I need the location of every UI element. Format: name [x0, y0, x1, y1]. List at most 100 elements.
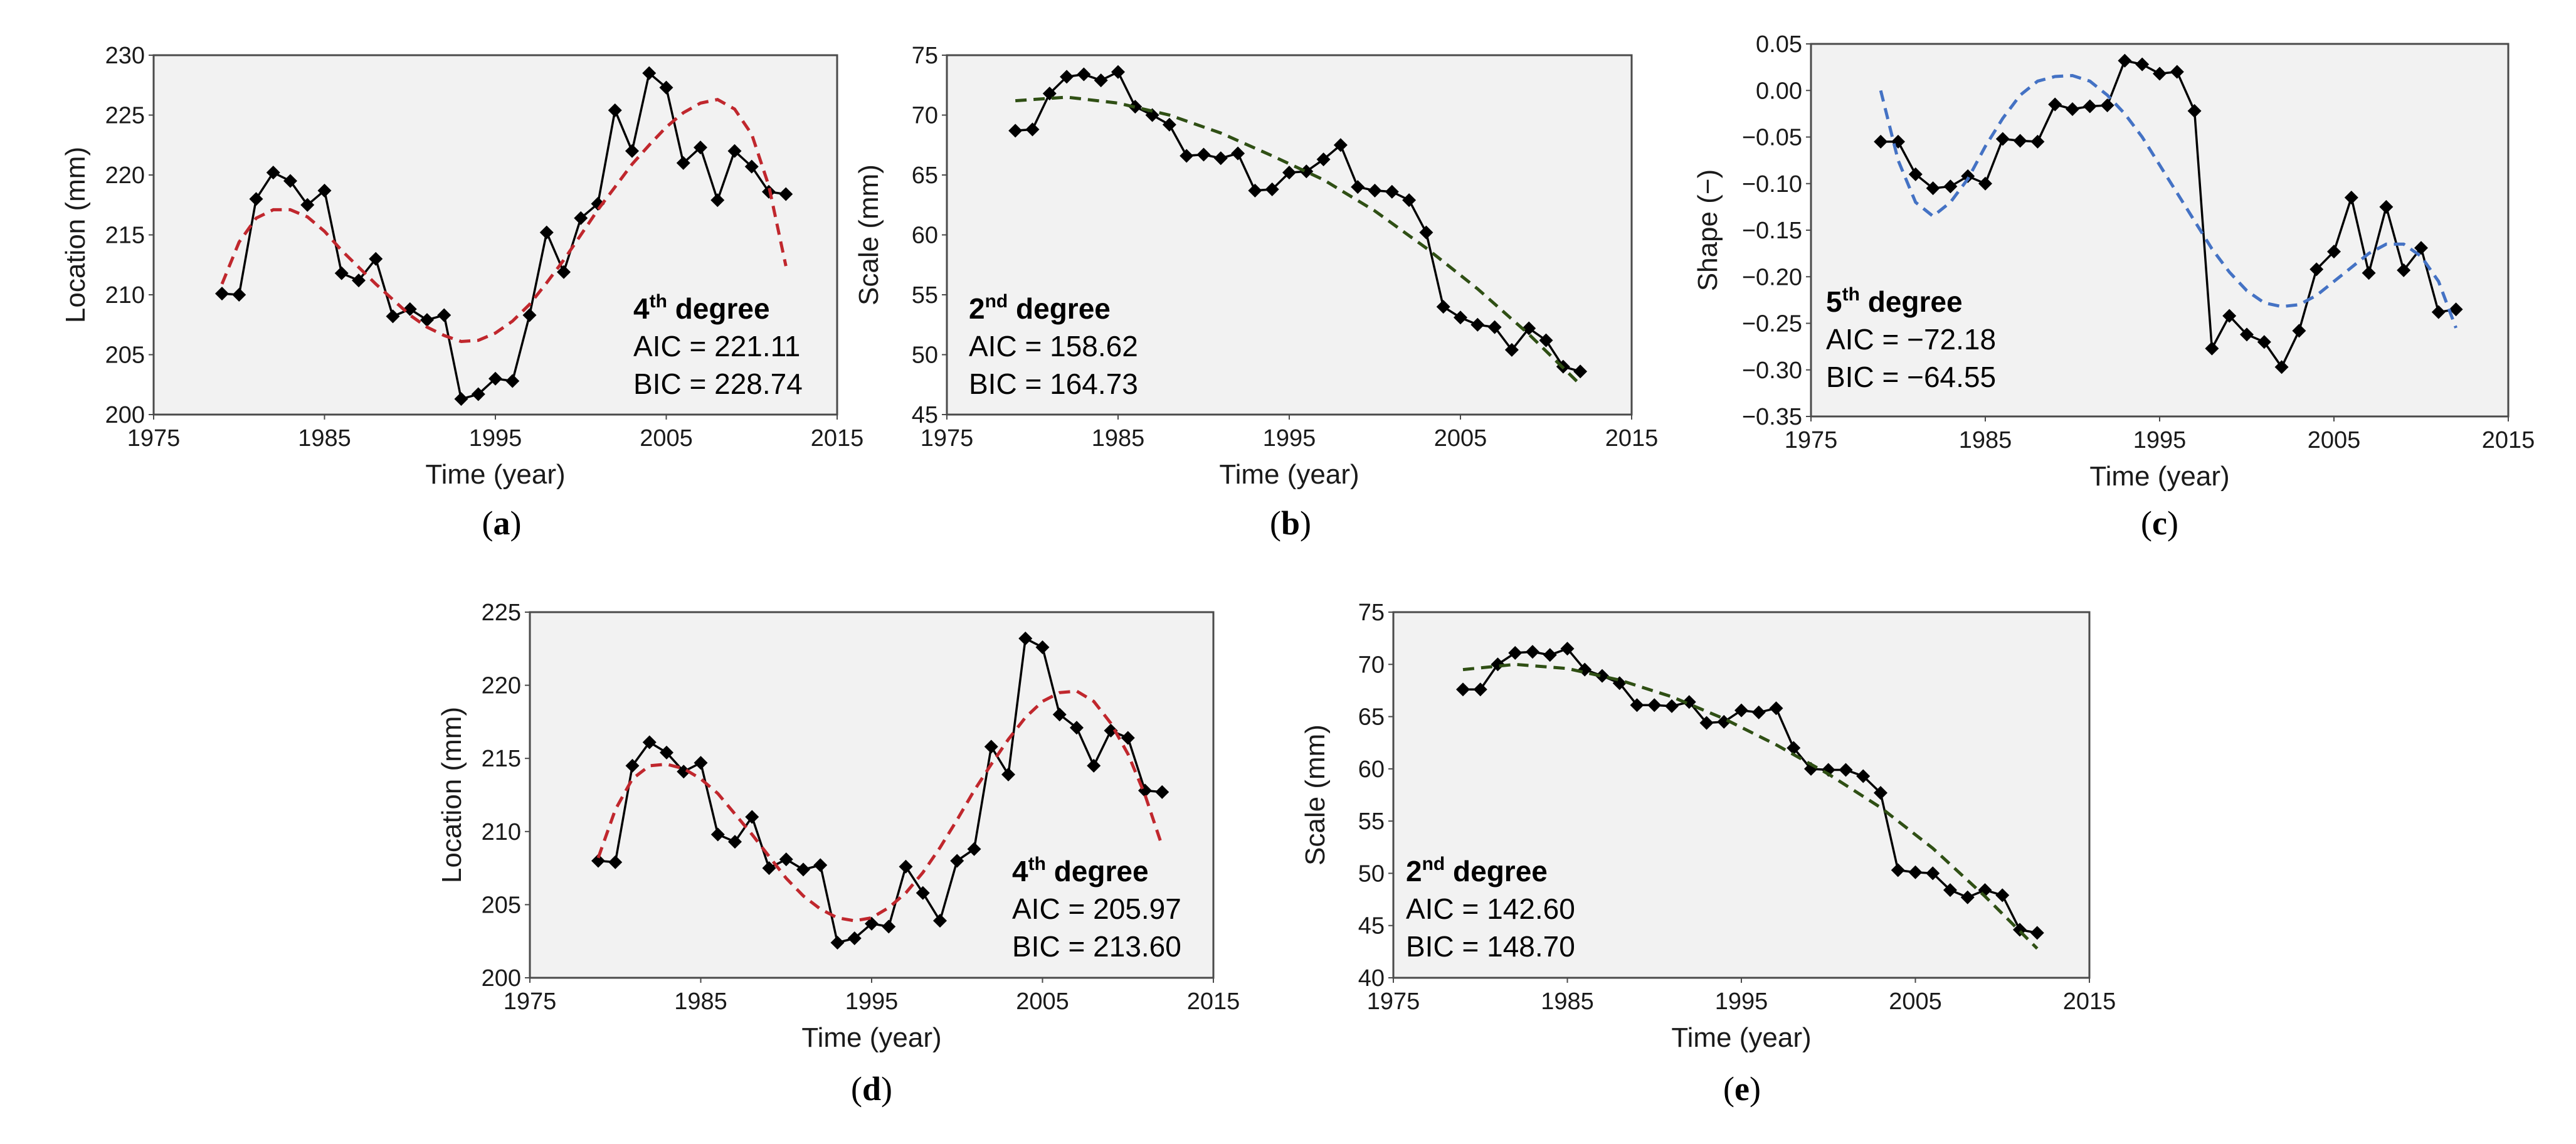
y-tick-label: 75 [1358, 600, 1385, 626]
data-point [1665, 699, 1679, 713]
data-point [2431, 305, 2446, 319]
aic-annotation: AIC = 158.62 [969, 330, 1138, 363]
y-tick-label: 220 [105, 162, 145, 189]
chart-panel-d: 200 205 210 215 220 225 1975 1985 1995 2005 2015 Ti… [436, 600, 1240, 1108]
data-point [232, 288, 246, 302]
data-point [1473, 682, 1487, 697]
data-point [710, 193, 725, 208]
data-point [1522, 321, 1536, 336]
x-axis-title: Time (year) [801, 1022, 941, 1053]
data-point [2274, 360, 2289, 374]
data-point [847, 931, 862, 946]
data-point [762, 861, 776, 876]
data-point [1385, 184, 1399, 199]
data-point [2030, 134, 2045, 149]
x-tick-label: 2005 [2308, 427, 2361, 453]
data-point [1908, 865, 1923, 879]
x-tick-label: 2015 [811, 425, 864, 452]
y-tick-label: 225 [105, 103, 145, 129]
data-point [1018, 631, 1033, 645]
data-point [967, 842, 981, 856]
data-point [950, 854, 964, 868]
data-point [1487, 320, 1502, 334]
bic-annotation: BIC = 164.73 [969, 368, 1138, 400]
data-point [660, 745, 673, 760]
data-point [1351, 180, 1365, 194]
data-point [677, 765, 691, 779]
data-point [1419, 225, 1433, 240]
data-point [1526, 645, 1539, 659]
data-point [642, 735, 657, 749]
x-tick-label: 1975 [1785, 427, 1838, 453]
data-point [608, 103, 622, 117]
data-point [882, 919, 896, 934]
data-point [694, 140, 707, 155]
data-point [1402, 193, 1417, 208]
data-point [1961, 169, 1975, 183]
data-point [2379, 199, 2394, 214]
y-tick-label: 220 [482, 673, 521, 699]
y-tick-label: 45 [912, 402, 938, 428]
data-point [2135, 57, 2150, 72]
degree-suffix: th [1028, 854, 1046, 874]
data-point [1265, 182, 1279, 196]
data-point [1647, 698, 1662, 712]
data-point [317, 183, 332, 198]
x-tick-label: 1985 [298, 425, 351, 452]
y-tick-label: 65 [1358, 704, 1385, 731]
data-point [1121, 731, 1135, 745]
data-point [454, 392, 468, 406]
data-point [1196, 147, 1211, 162]
data-point [574, 211, 588, 225]
data-point [352, 273, 366, 288]
data-point [865, 916, 879, 931]
data-point [1595, 669, 1609, 683]
y-tick-label: 40 [1358, 965, 1385, 992]
y-tick-label: 205 [105, 342, 145, 369]
data-point [1316, 152, 1331, 167]
data-point [710, 827, 725, 842]
y-axis-title: Location (mm) [436, 707, 467, 883]
degree-annotation: 4th degree [633, 291, 770, 325]
y-tick-label: 65 [912, 162, 938, 189]
degree-number: 2 [1406, 855, 1422, 887]
data-point [1299, 164, 1314, 179]
observed-series-line [598, 637, 1163, 945]
data-point [1162, 117, 1176, 132]
data-point [2187, 103, 2202, 118]
data-point [830, 936, 845, 950]
x-tick-label: 2015 [2482, 427, 2535, 453]
observed-series-line [221, 71, 786, 401]
degree-number: 5 [1826, 285, 1842, 318]
y-tick-label: −0.10 [1742, 171, 1802, 198]
data-point [488, 371, 502, 386]
degree-number: 2 [969, 292, 985, 325]
y-tick-label: −0.15 [1742, 218, 1802, 244]
data-point [420, 313, 434, 327]
chart-panel-a: 200 205 210 215 220 225 230 1975 1985 1995 2005 201… [60, 43, 863, 542]
y-tick-label: 210 [105, 282, 145, 309]
x-tick-label: 1975 [504, 988, 557, 1015]
degree-annotation: 5th degree [1826, 284, 1963, 318]
data-point [727, 144, 742, 158]
x-tick-label: 2005 [1016, 988, 1069, 1015]
data-point [1094, 73, 1108, 88]
data-point [215, 287, 229, 301]
x-tick-label: 2005 [1434, 425, 1487, 452]
y-tick-label: 0.05 [1756, 31, 1802, 58]
data-point [1087, 758, 1101, 773]
data-point [694, 756, 708, 770]
bic-annotation: BIC = 148.70 [1406, 930, 1575, 963]
data-point [1008, 124, 1023, 138]
data-point [642, 66, 657, 80]
degree-suffix: th [650, 291, 667, 312]
panel-label: (d) [851, 1070, 892, 1108]
data-point [1539, 333, 1553, 347]
data-point [334, 266, 349, 280]
data-point [2205, 341, 2219, 356]
x-axis-title: Time (year) [1671, 1022, 1811, 1053]
data-point [796, 862, 810, 877]
y-tick-label: 230 [105, 43, 145, 69]
x-tick-label: 1995 [1263, 425, 1316, 452]
data-point [1573, 364, 1588, 379]
